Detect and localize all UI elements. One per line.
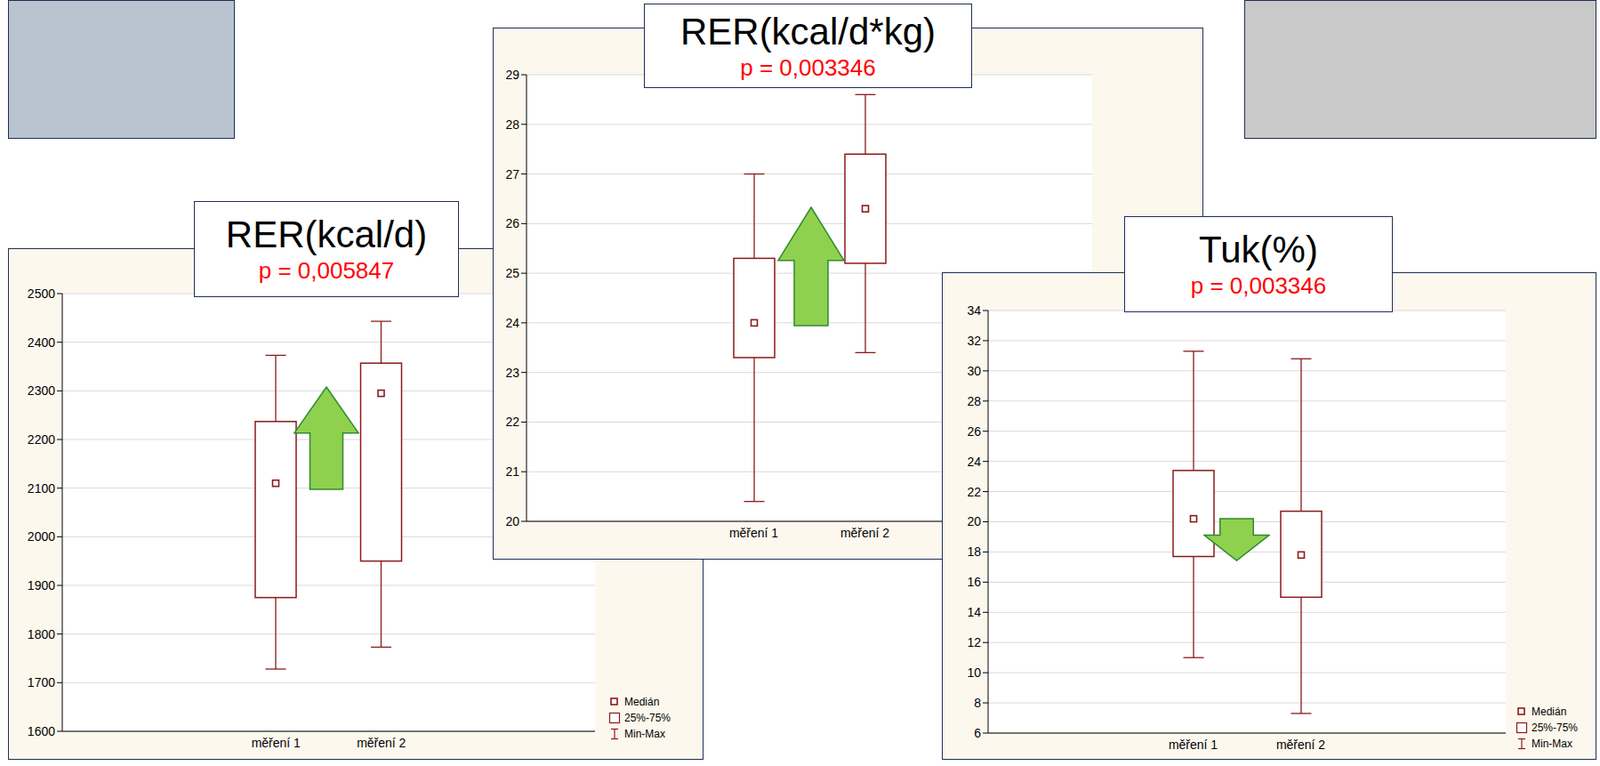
html-text:p = 0,005847: p = 0,005847: [258, 257, 395, 284]
svg-text:26: 26: [966, 424, 981, 439]
svg-text:20: 20: [966, 514, 981, 529]
svg-text:29: 29: [505, 67, 520, 82]
html-text:Medián: Medián: [624, 695, 660, 708]
svg-text:měření 2: měření 2: [840, 525, 890, 540]
svg-text:14: 14: [966, 604, 981, 620]
svg-text:2000: 2000: [27, 529, 56, 544]
svg-text:24: 24: [966, 454, 981, 469]
svg-text:12: 12: [966, 635, 981, 650]
html-text:Medián: Medián: [1531, 705, 1567, 718]
svg-text:měření 1: měření 1: [729, 525, 779, 540]
svg-text:2100: 2100: [27, 481, 56, 496]
svg-text:23: 23: [505, 365, 520, 380]
svg-text:18: 18: [966, 544, 981, 559]
svg-text:2400: 2400: [27, 335, 56, 350]
html-text:p = 0,003346: p = 0,003346: [1190, 272, 1327, 299]
svg-text:32: 32: [966, 333, 981, 348]
html-text:Min-Max: Min-Max: [1531, 737, 1573, 750]
svg-text:1900: 1900: [27, 578, 56, 593]
svg-text:34: 34: [966, 303, 981, 318]
svg-text:16: 16: [966, 574, 981, 589]
svg-text:6: 6: [973, 725, 981, 740]
svg-text:25: 25: [505, 265, 520, 281]
html-text:p = 0,003346: p = 0,003346: [740, 53, 876, 81]
svg-text:10: 10: [966, 665, 981, 680]
svg-text:27: 27: [505, 167, 520, 182]
html-text:Min-Max: Min-Max: [624, 727, 666, 740]
html-text:Tuk(%): Tuk(%): [1198, 228, 1318, 271]
svg-text:měření 1: měření 1: [1168, 737, 1218, 752]
svg-text:22: 22: [505, 414, 520, 429]
svg-text:2200: 2200: [27, 432, 56, 447]
svg-text:20: 20: [505, 514, 520, 529]
svg-text:22: 22: [966, 484, 981, 499]
svg-text:28: 28: [505, 117, 520, 132]
svg-text:2500: 2500: [27, 286, 56, 301]
svg-text:30: 30: [966, 363, 981, 378]
svg-text:měření 1: měření 1: [251, 735, 301, 750]
html-text:25%-75%: 25%-75%: [624, 711, 671, 724]
svg-text:24: 24: [505, 315, 520, 330]
svg-text:28: 28: [966, 393, 981, 409]
html-text:RER(kcal/d*kg): RER(kcal/d*kg): [680, 10, 936, 53]
html-text:RER(kcal/d): RER(kcal/d): [225, 213, 428, 256]
svg-text:1800: 1800: [27, 627, 56, 642]
svg-text:8: 8: [973, 695, 981, 710]
svg-text:1700: 1700: [27, 675, 56, 690]
svg-text:měření 2: měření 2: [356, 735, 406, 750]
svg-text:1600: 1600: [27, 723, 56, 739]
svg-text:měření 2: měření 2: [1276, 737, 1326, 752]
svg-text:26: 26: [505, 216, 520, 231]
html-text:25%-75%: 25%-75%: [1531, 721, 1578, 734]
svg-text:2300: 2300: [27, 383, 56, 398]
svg-text:21: 21: [505, 464, 520, 479]
